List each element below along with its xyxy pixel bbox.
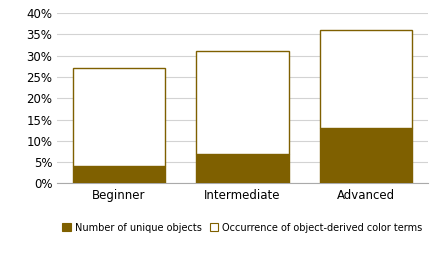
Bar <box>73 68 165 166</box>
Bar <box>196 51 289 154</box>
Bar <box>196 154 289 183</box>
Bar <box>73 166 165 183</box>
Legend: Number of unique objects, Occurrence of object-derived color terms: Number of unique objects, Occurrence of … <box>59 219 426 237</box>
Bar <box>320 128 412 183</box>
Bar <box>320 30 412 128</box>
